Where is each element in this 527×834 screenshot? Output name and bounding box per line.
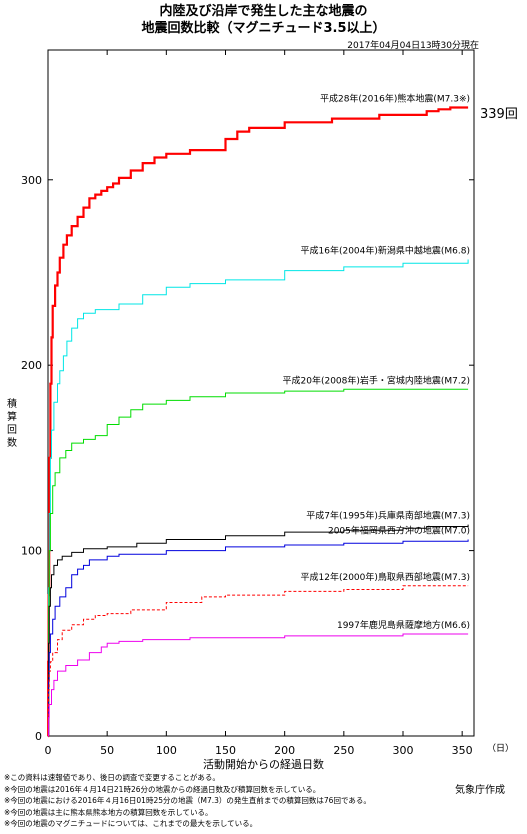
x-axis-label: 活動開始からの経過日数 xyxy=(203,758,324,771)
y-tick-label: 100 xyxy=(21,545,42,558)
end-value-label: 339回 xyxy=(480,107,518,122)
plot-frame xyxy=(47,49,475,737)
series-annotation: 2005年福岡県西方沖の地震(M7.0) xyxy=(328,524,470,536)
footnote: ※今回の地震のマグニチュードについては、これまでの最大を示している。 xyxy=(4,819,258,828)
footnotes: ※この資料は速報値であり、後日の調査で変更することがある。 ※今回の地震は201… xyxy=(4,772,371,830)
series-annotation: 平成20年(2008年)岩手・宮城内陸地震(M7.2) xyxy=(283,374,470,386)
x-axis-unit: （日） xyxy=(487,744,515,754)
footnote: ※今回の地震における2016年４月16日01時25分の地震（M7.3）の発生直前… xyxy=(4,796,371,805)
x-tick-label: 350 xyxy=(452,744,473,757)
series-line-4 xyxy=(48,539,469,737)
x-tick-label: 150 xyxy=(215,744,236,757)
x-tick-label: 50 xyxy=(100,744,114,757)
series-line-0 xyxy=(47,106,469,738)
chart-title-line2: 地震回数比較（マグニチュード3.5以上） xyxy=(141,21,386,36)
footnote: ※今回の地震は主に熊本県熊本地方の積算回数を示している。 xyxy=(4,807,213,817)
y-axis-label: 積算回数 xyxy=(7,399,17,449)
x-tick-label: 0 xyxy=(45,744,52,757)
series-line-1 xyxy=(48,259,469,737)
series-annotation: 平成28年(2016年)熊本地震(M7.3※) xyxy=(320,92,470,104)
y-tick-label: 0 xyxy=(35,730,42,743)
footnote: ※今回の地震は2016年４月14日21時26分の地震からの経過日数及び積算回数を… xyxy=(4,784,321,794)
series-annotation: 1997年鹿児島県薩摩地方(M6.6) xyxy=(337,619,470,631)
y-tick-label: 300 xyxy=(21,174,42,187)
x-tick-label: 250 xyxy=(333,744,354,757)
series-line-5 xyxy=(48,585,469,737)
footnote: ※この資料は速報値であり、後日の調査で変更することがある。 xyxy=(4,773,220,782)
x-tick-label: 100 xyxy=(156,744,177,757)
agency-credit: 気象庁作成 xyxy=(455,785,505,796)
chart-title-line1: 内陸及び沿岸で発生した主な地震の xyxy=(159,4,368,19)
series-line-2 xyxy=(48,388,469,737)
x-tick-label: 300 xyxy=(393,744,414,757)
series-lines xyxy=(47,106,469,738)
series-annotation: 平成7年(1995年)兵庫県南部地震(M7.3) xyxy=(306,510,470,522)
x-tick-label: 200 xyxy=(274,744,295,757)
series-line-3 xyxy=(48,524,469,737)
series-annotations: 平成28年(2016年)熊本地震(M7.3※) 平成16年(2004年)新潟県中越… xyxy=(283,92,470,631)
series-annotation: 平成12年(2000年)鳥取県西部地震(M7.3) xyxy=(301,571,470,583)
y-tick-label: 200 xyxy=(21,359,42,372)
series-line-6 xyxy=(48,633,469,737)
series-annotation: 平成16年(2004年)新潟県中越地震(M6.8) xyxy=(301,245,470,257)
timestamp: 2017年04月04日13時30分現在 xyxy=(347,41,479,51)
axis-ticks: 0 50 100 150 200 250 300 350 0 100 200 300 xyxy=(21,50,474,757)
